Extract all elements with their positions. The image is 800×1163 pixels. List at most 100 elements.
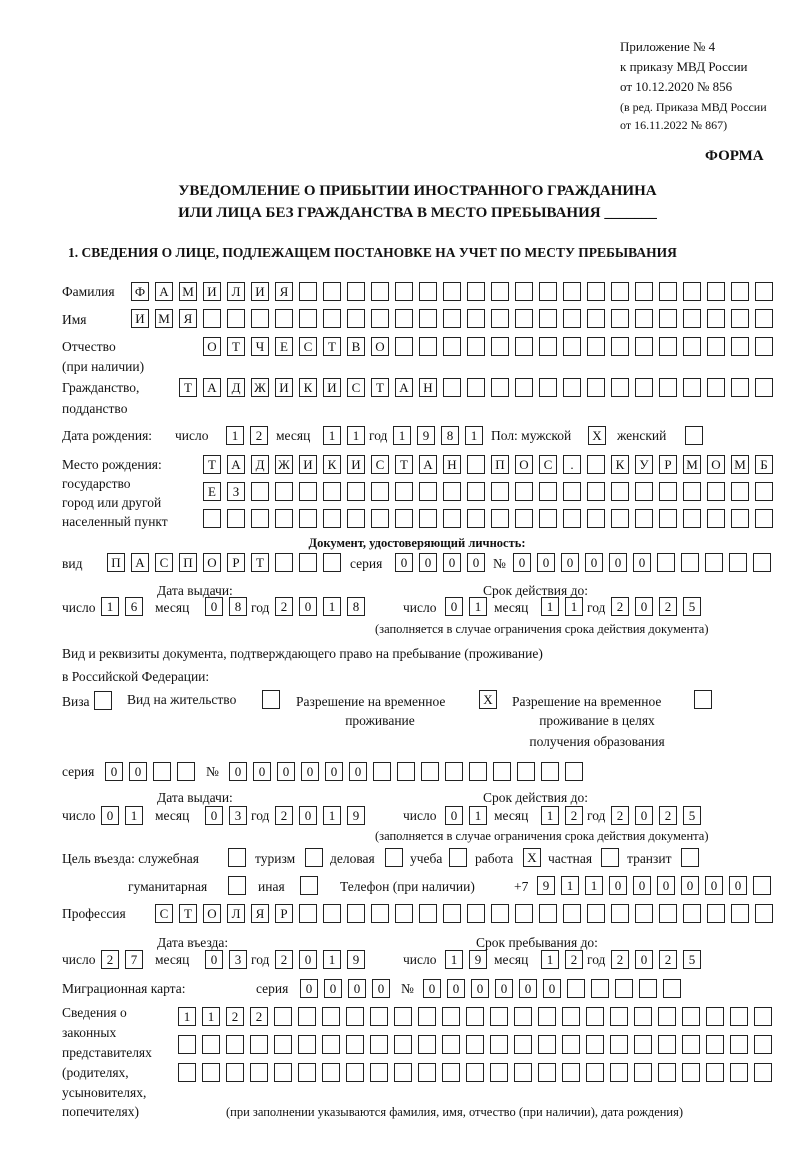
char-box[interactable]: 0: [325, 762, 343, 781]
char-box[interactable]: 5: [683, 950, 701, 969]
char-box[interactable]: 0: [633, 553, 651, 572]
char-box[interactable]: [514, 1035, 532, 1054]
char-box[interactable]: [515, 282, 533, 301]
char-box[interactable]: 2: [226, 1007, 244, 1026]
char-box[interactable]: 1: [445, 950, 463, 969]
char-box[interactable]: М: [683, 455, 701, 474]
char-box[interactable]: [275, 553, 293, 572]
checkbox[interactable]: [694, 690, 712, 709]
char-box[interactable]: [563, 482, 581, 501]
char-box[interactable]: 2: [565, 950, 583, 969]
char-box[interactable]: [299, 509, 317, 528]
char-box[interactable]: 3: [229, 806, 247, 825]
char-box[interactable]: [370, 1007, 388, 1026]
char-box[interactable]: Д: [227, 378, 245, 397]
char-box[interactable]: 0: [372, 979, 390, 998]
char-box[interactable]: 1: [541, 950, 559, 969]
char-box[interactable]: [299, 309, 317, 328]
char-box[interactable]: [611, 904, 629, 923]
char-box[interactable]: [563, 282, 581, 301]
char-box[interactable]: [731, 309, 749, 328]
char-box[interactable]: 0: [543, 979, 561, 998]
char-box[interactable]: [445, 762, 463, 781]
char-box[interactable]: [586, 1035, 604, 1054]
char-box[interactable]: [490, 1035, 508, 1054]
char-box[interactable]: [663, 979, 681, 998]
char-box[interactable]: 8: [347, 597, 365, 616]
char-box[interactable]: [419, 509, 437, 528]
char-box[interactable]: [467, 904, 485, 923]
char-box[interactable]: [514, 1007, 532, 1026]
char-box[interactable]: [346, 1063, 364, 1082]
char-box[interactable]: О: [203, 904, 221, 923]
char-box[interactable]: [275, 309, 293, 328]
char-box[interactable]: [491, 378, 509, 397]
char-box[interactable]: [517, 762, 535, 781]
char-box[interactable]: [322, 1035, 340, 1054]
char-box[interactable]: С: [155, 553, 173, 572]
char-box[interactable]: 2: [250, 1007, 268, 1026]
char-box[interactable]: [707, 337, 725, 356]
char-box[interactable]: [395, 337, 413, 356]
char-box[interactable]: [610, 1063, 628, 1082]
char-box[interactable]: [250, 1063, 268, 1082]
char-box[interactable]: [587, 337, 605, 356]
char-box[interactable]: [419, 904, 437, 923]
char-box[interactable]: 0: [657, 876, 675, 895]
char-box[interactable]: [682, 1007, 700, 1026]
char-box[interactable]: [178, 1035, 196, 1054]
char-box[interactable]: [659, 378, 677, 397]
char-box[interactable]: [467, 455, 485, 474]
char-box[interactable]: [563, 904, 581, 923]
char-box[interactable]: 1: [561, 876, 579, 895]
char-box[interactable]: [275, 509, 293, 528]
char-box[interactable]: [226, 1063, 244, 1082]
char-box[interactable]: [541, 762, 559, 781]
char-box[interactable]: 0: [513, 553, 531, 572]
char-box[interactable]: 1: [125, 806, 143, 825]
char-box[interactable]: [635, 482, 653, 501]
char-box[interactable]: [731, 904, 749, 923]
char-box[interactable]: [203, 509, 221, 528]
char-box[interactable]: [611, 509, 629, 528]
char-box[interactable]: [469, 762, 487, 781]
char-box[interactable]: [395, 282, 413, 301]
char-box[interactable]: 1: [323, 426, 341, 445]
char-box[interactable]: [539, 309, 557, 328]
char-box[interactable]: [659, 482, 677, 501]
char-box[interactable]: [587, 455, 605, 474]
char-box[interactable]: [251, 482, 269, 501]
char-box[interactable]: [347, 509, 365, 528]
char-box[interactable]: 0: [423, 979, 441, 998]
char-box[interactable]: [323, 904, 341, 923]
char-box[interactable]: [274, 1007, 292, 1026]
char-box[interactable]: [563, 309, 581, 328]
char-box[interactable]: К: [299, 378, 317, 397]
char-box[interactable]: [635, 378, 653, 397]
char-box[interactable]: [274, 1063, 292, 1082]
char-box[interactable]: [226, 1035, 244, 1054]
char-box[interactable]: [202, 1063, 220, 1082]
char-box[interactable]: 0: [467, 553, 485, 572]
char-box[interactable]: 9: [537, 876, 555, 895]
char-box[interactable]: К: [611, 455, 629, 474]
char-box[interactable]: [515, 482, 533, 501]
char-box[interactable]: А: [419, 455, 437, 474]
char-box[interactable]: Т: [371, 378, 389, 397]
char-box[interactable]: [346, 1035, 364, 1054]
char-box[interactable]: 0: [299, 597, 317, 616]
char-box[interactable]: 0: [299, 950, 317, 969]
char-box[interactable]: 1: [323, 806, 341, 825]
char-box[interactable]: [347, 282, 365, 301]
char-box[interactable]: Ч: [251, 337, 269, 356]
char-box[interactable]: [251, 509, 269, 528]
char-box[interactable]: [730, 1063, 748, 1082]
char-box[interactable]: [419, 337, 437, 356]
char-box[interactable]: 9: [347, 950, 365, 969]
char-box[interactable]: [323, 509, 341, 528]
char-box[interactable]: А: [395, 378, 413, 397]
char-box[interactable]: [659, 282, 677, 301]
char-box[interactable]: Б: [755, 455, 773, 474]
char-box[interactable]: [539, 509, 557, 528]
char-box[interactable]: [658, 1063, 676, 1082]
